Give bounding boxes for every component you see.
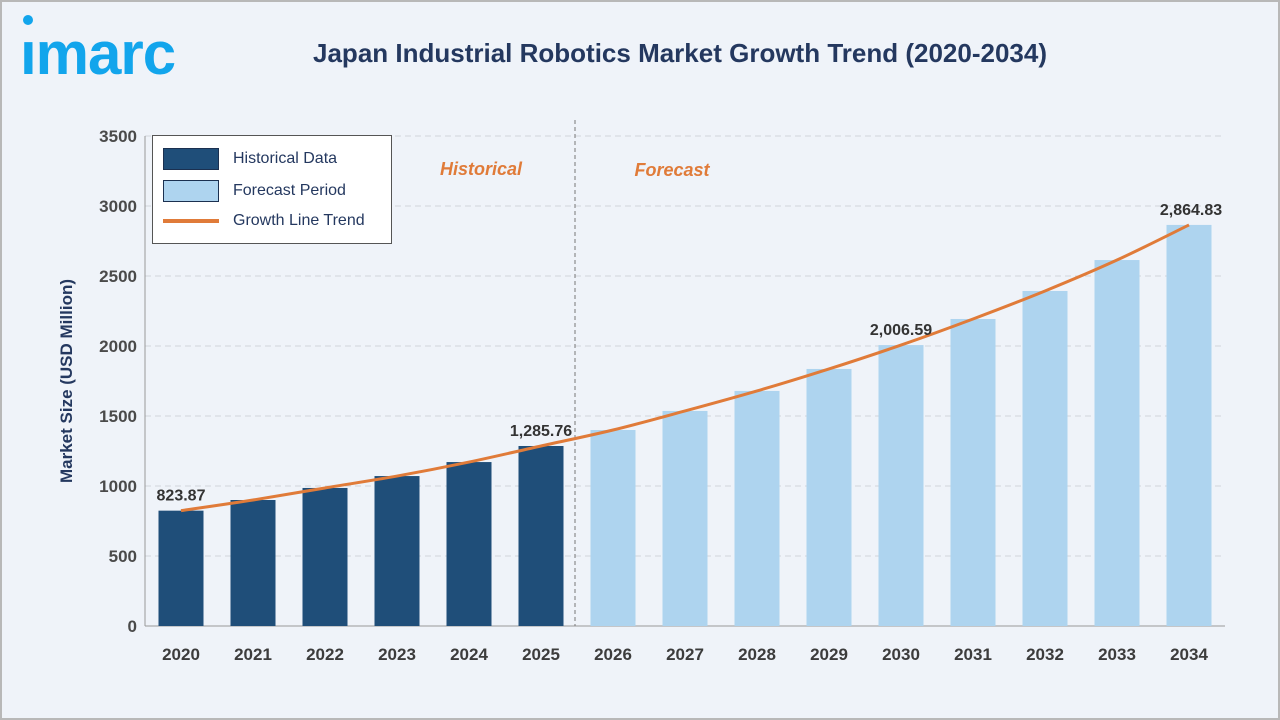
data-label: 2,864.83 [1160, 202, 1222, 219]
x-tick-label: 2023 [378, 645, 416, 664]
legend-item-trend: Growth Line Trend [163, 212, 365, 230]
bar-2032 [1022, 290, 1068, 626]
y-tick-label: 3500 [99, 127, 137, 146]
legend-label: Historical Data [233, 150, 338, 167]
x-tick-label: 2026 [594, 645, 632, 664]
x-tick-label: 2021 [234, 645, 272, 664]
bar-2030 [878, 345, 924, 626]
x-tick-label: 2024 [450, 645, 488, 664]
y-tick-label: 2000 [99, 337, 137, 356]
growth-trend-line [180, 223, 1190, 513]
legend-item-forecast: Forecast Period [163, 180, 346, 202]
bar-2034 [1166, 224, 1212, 626]
x-tick-label: 2030 [882, 645, 920, 664]
bar-2023 [374, 476, 420, 626]
y-tick-label: 2500 [99, 267, 137, 286]
bar-2020 [158, 510, 204, 626]
y-tick-label: 3000 [99, 197, 137, 216]
bar-2022 [302, 487, 348, 626]
bar-2031 [950, 318, 996, 626]
historical-label: Historical [440, 159, 523, 179]
x-tick-label: 2025 [522, 645, 560, 664]
legend-swatch-historical [163, 148, 219, 170]
x-tick-label: 2027 [666, 645, 704, 664]
bar-2024 [446, 462, 492, 626]
x-tick-label: 2034 [1170, 645, 1208, 664]
data-label: 2,006.59 [870, 322, 932, 339]
y-axis-label: Market Size (USD Million) [57, 279, 76, 483]
forecast-label: Forecast [634, 160, 710, 180]
x-tick-label: 2022 [306, 645, 344, 664]
x-tick-label: 2033 [1098, 645, 1136, 664]
legend-item-historical: Historical Data [163, 148, 337, 170]
legend-label: Forecast Period [233, 182, 346, 199]
bar-2029 [806, 368, 852, 626]
bar-2033 [1094, 260, 1140, 626]
chart-title: Japan Industrial Robotics Market Growth … [313, 38, 1047, 68]
imarc-logo: ımarc [20, 15, 176, 84]
bar-2027 [662, 410, 708, 626]
x-tick-label: 2020 [162, 645, 200, 664]
legend-label: Growth Line Trend [233, 212, 365, 229]
svg-text:ımarc: ımarc [20, 20, 175, 84]
y-tick-label: 1000 [99, 477, 137, 496]
legend: Historical Data Forecast Period Growth L… [152, 135, 392, 244]
x-tick-label: 2032 [1026, 645, 1064, 664]
data-label: 1,285.76 [510, 423, 572, 440]
legend-swatch-trend [163, 219, 219, 223]
data-label: 823.87 [157, 488, 206, 505]
x-tick-label: 2028 [738, 645, 776, 664]
legend-swatch-forecast [163, 180, 219, 202]
y-tick-label: 500 [109, 547, 137, 566]
y-tick-label: 0 [128, 617, 137, 636]
bar-2021 [230, 500, 276, 626]
bar-2026 [590, 430, 636, 626]
x-tick-label: 2029 [810, 645, 848, 664]
bar-2025 [518, 445, 564, 626]
bar-2028 [734, 390, 780, 626]
x-tick-label: 2031 [954, 645, 992, 664]
y-tick-label: 1500 [99, 407, 137, 426]
